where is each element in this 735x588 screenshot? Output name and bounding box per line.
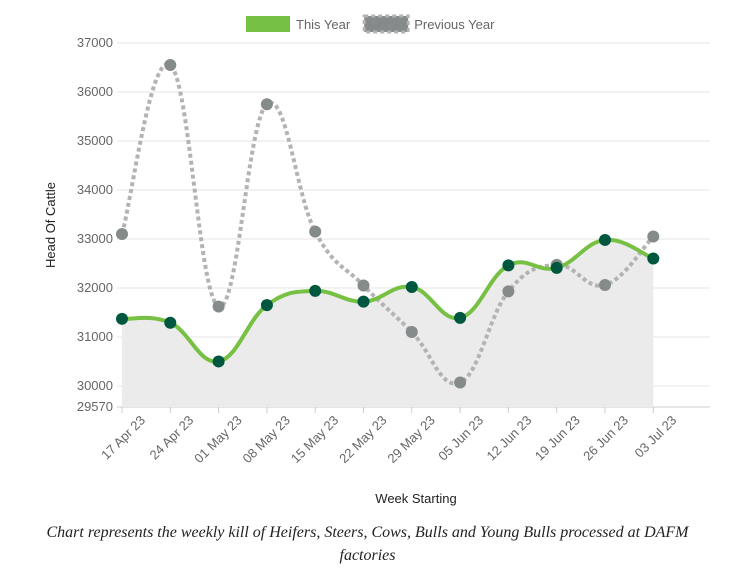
x-tick-label: 22 May 23 [336, 413, 390, 467]
y-tick-label: 30000 [77, 378, 113, 393]
point [309, 284, 322, 297]
point [357, 279, 370, 292]
point [116, 312, 128, 325]
legend-label: Previous Year [414, 17, 495, 32]
y-axis-label: Head Of Cattle [43, 182, 58, 268]
point [164, 59, 177, 72]
point [454, 311, 467, 324]
point [647, 230, 660, 243]
x-tick-label: 15 May 23 [288, 413, 342, 467]
y-tick-label: 32000 [77, 280, 113, 295]
y-tick-label: 37000 [77, 35, 113, 50]
point [357, 295, 370, 308]
y-tick-label: 29570 [77, 399, 113, 414]
x-tick-label: 24 Apr 23 [146, 413, 196, 463]
x-tick-label: 29 May 23 [384, 413, 438, 467]
y-tick-label: 31000 [77, 329, 113, 344]
point [212, 300, 225, 313]
point [599, 279, 611, 292]
x-tick-label: 03 Jul 23 [632, 413, 680, 461]
x-tick-label: 08 May 23 [239, 413, 293, 467]
y-tick-label: 35000 [77, 133, 113, 148]
point [405, 326, 418, 339]
y-tick-label: 36000 [77, 84, 113, 99]
line [120, 62, 655, 386]
point [502, 259, 515, 272]
point [550, 261, 563, 274]
point [260, 98, 273, 111]
x-axis-label: Week Starting [375, 491, 456, 506]
y-tick-label: 34000 [77, 182, 113, 197]
legend-swatch [246, 16, 290, 32]
point [502, 285, 515, 298]
point [405, 280, 418, 293]
area [122, 239, 654, 407]
caption: Chart represents the weekly kill of Heif… [46, 524, 689, 564]
chart: Head Of Cattle Week Starting 29570 30000 3… [43, 14, 710, 506]
point [454, 376, 467, 389]
x-tick-label: 26 Jun 23 [580, 413, 631, 464]
point [260, 299, 273, 312]
point [212, 355, 225, 368]
x-tick-label: 05 Jun 23 [435, 413, 486, 464]
point [116, 228, 128, 241]
x-tick-label: 17 Apr 23 [98, 413, 148, 463]
point [164, 316, 177, 329]
point [309, 225, 322, 238]
legend-label: This Year [296, 17, 351, 32]
y-tick-label: 33000 [77, 231, 113, 246]
x-tick-label: 19 Jun 23 [532, 413, 583, 464]
x-tick-label: 01 May 23 [191, 413, 245, 467]
point [647, 252, 660, 265]
point [599, 233, 611, 246]
legend-swatch [362, 14, 410, 34]
x-tick-label: 12 Jun 23 [484, 413, 535, 464]
